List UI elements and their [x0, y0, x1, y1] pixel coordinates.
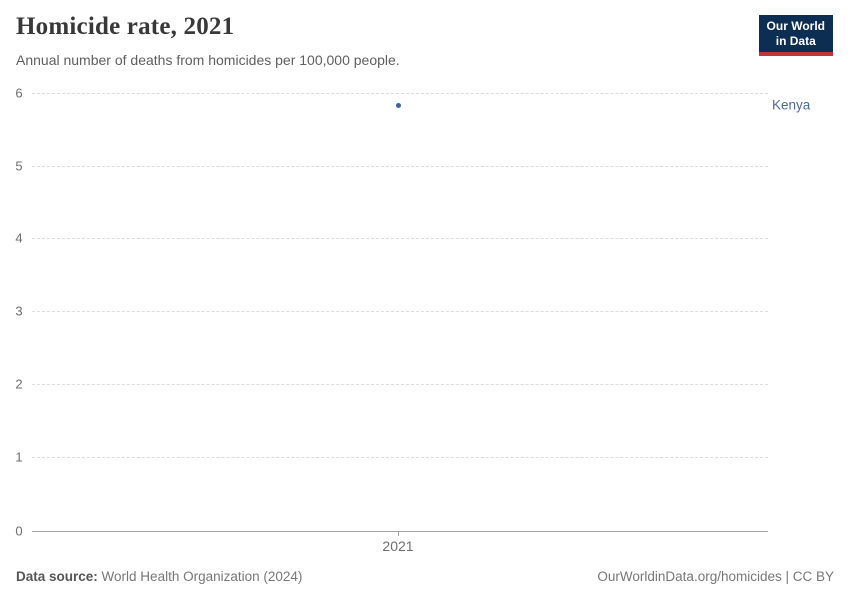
y-tick-label-4: 4: [15, 230, 23, 246]
owid-logo-line1: Our World: [766, 19, 825, 33]
gridline-5: [32, 166, 768, 167]
gridline-2: [32, 384, 768, 385]
gridline-1: [32, 457, 768, 458]
y-tick-label-5: 5: [15, 158, 23, 174]
x-axis-line: [32, 531, 768, 532]
owid-logo-line2: in Data: [775, 34, 816, 48]
data-point-kenya[interactable]: [395, 102, 401, 108]
gridline-4: [32, 238, 768, 239]
data-source-value: World Health Organization (2024): [101, 569, 303, 584]
owid-logo: Our World in Data: [758, 15, 833, 56]
y-tick-label-2: 2: [15, 376, 23, 392]
page-title: Homicide rate, 2021: [16, 13, 235, 40]
y-tick-label-3: 3: [15, 303, 23, 319]
x-axis-tick: [398, 531, 399, 536]
y-tick-label-0: 0: [15, 523, 23, 539]
entity-label-kenya[interactable]: Kenya: [772, 97, 811, 113]
x-axis-tick-label: 2021: [382, 538, 414, 554]
chart-subtitle: Annual number of deaths from homicides p…: [16, 52, 400, 68]
gridline-6: [32, 93, 768, 94]
data-source-label: Data source:: [16, 569, 98, 584]
gridline-3: [32, 311, 768, 312]
y-tick-label-1: 1: [15, 449, 23, 465]
y-tick-label-6: 6: [15, 85, 23, 101]
credit-link[interactable]: OurWorldinData.org/homicides | CC BY: [597, 569, 834, 584]
data-source: Data source: World Health Organization (…: [16, 569, 302, 584]
